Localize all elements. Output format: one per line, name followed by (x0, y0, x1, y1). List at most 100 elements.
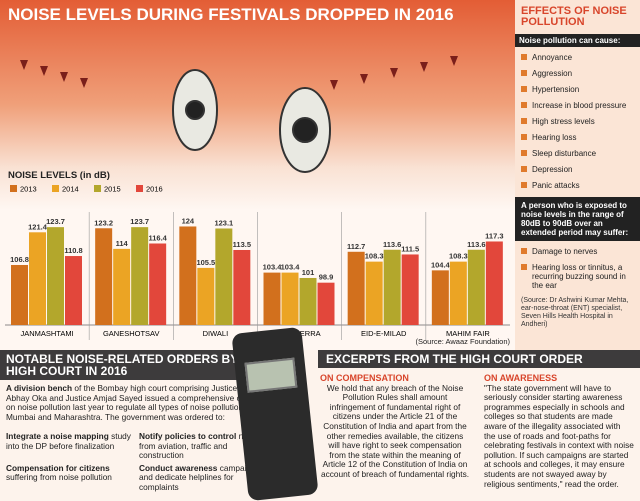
chart: NOISE LEVELS DURING FESTIVALS DROPPED IN… (5, 5, 510, 346)
bar (485, 241, 503, 325)
legend-label: 2014 (62, 185, 79, 194)
legend-label: 2013 (20, 185, 37, 194)
sidebar-subtitle: Noise pollution can cause: (515, 34, 640, 47)
bar (233, 249, 251, 325)
legend-swatch (136, 185, 143, 192)
order-text: study into the DP before finalization (6, 431, 131, 451)
effect-item: Annoyance (521, 53, 634, 62)
bar (215, 228, 233, 325)
chart-subtitle: NOISE LEVELS (in dB) (8, 170, 110, 181)
chart-title: NOISE LEVELS DURING FESTIVALS DROPPED IN… (8, 5, 454, 24)
value-label: 110.8 (64, 246, 82, 255)
value-label: 104.4 (431, 260, 451, 269)
legend-swatch (52, 185, 59, 192)
value-label: 117.3 (485, 231, 503, 240)
awareness-text: "The state government will have to serio… (484, 382, 634, 489)
value-label: 123.7 (130, 217, 149, 226)
legend-label: 2016 (146, 185, 163, 194)
compensation-text: We hold that any breach of the Noise Pol… (320, 382, 470, 479)
x-tick-label: MAHIM FAIR (446, 329, 490, 338)
bar (65, 256, 82, 325)
sidebar-source: (Source: Dr Ashwini Kumar Mehta, ear-nos… (521, 297, 629, 328)
bar (317, 282, 335, 325)
orders-intro: A division bench of the Bombay high cour… (6, 383, 256, 422)
value-label: 105.5 (196, 258, 215, 267)
sidebar-box: A person who is exposed to noise levels … (515, 197, 640, 241)
effect-item: Hearing loss (521, 133, 634, 142)
loudspeakers (172, 69, 331, 173)
legend-swatch (94, 185, 101, 192)
bar (197, 267, 215, 325)
compensation-heading: ON COMPENSATION (320, 373, 409, 383)
awareness: ON AWARENESS "The state government will h… (484, 373, 634, 489)
effect-item: Sleep disturbance (521, 149, 634, 158)
bar (29, 232, 46, 325)
order-item: Conduct awareness campaigns and dedicate… (139, 462, 264, 493)
bunting (20, 56, 458, 90)
bar (47, 227, 64, 325)
order-item: Integrate a noise mapping study into the… (6, 431, 131, 461)
bar (263, 272, 281, 325)
orders-list: Integrate a noise mapping study into the… (6, 431, 266, 493)
bar (113, 248, 131, 325)
value-label: 108.3 (365, 252, 384, 261)
order-bold: Compensation for citizens (6, 462, 110, 473)
bar (149, 243, 167, 325)
value-label: 123.1 (214, 218, 233, 227)
bar (11, 264, 28, 325)
bar (299, 277, 317, 325)
x-tick-label: JANMASHTAMI (20, 329, 73, 338)
order-bold: Integrate a noise mapping (6, 431, 109, 441)
value-label: 123.2 (94, 218, 113, 227)
bar (401, 254, 419, 325)
excerpts-title: EXCERPTS FROM THE HIGH COURT ORDER (318, 350, 640, 368)
value-label: 106.8 (10, 255, 29, 264)
legend-swatch (10, 185, 17, 192)
sidebar: EFFECTS OF NOISE POLLUTION Noise polluti… (515, 0, 640, 350)
effects-list: Annoyance Aggression Hypertension Increase … (521, 53, 634, 190)
value-label: 103.4 (263, 263, 283, 272)
sidebar-title: EFFECTS OF NOISE POLLUTION (521, 5, 627, 28)
effect-item: High stress levels (521, 117, 634, 126)
order-text: campaigns and dedicate helplines for com… (139, 462, 260, 492)
meter-screen (244, 357, 298, 393)
value-label: 111.5 (401, 244, 419, 253)
value-label: 112.7 (347, 242, 365, 251)
effect-item: Aggression (521, 69, 634, 78)
effect-item: Depression (521, 165, 634, 174)
order-bold: Notify policies to control (139, 431, 237, 441)
bar (449, 261, 467, 325)
value-label: 103.4 (281, 263, 301, 272)
value-label: 108.3 (449, 252, 468, 261)
x-tick-label: EID-E-MILAD (361, 329, 407, 338)
value-label: 113.6 (383, 240, 401, 249)
bar (95, 228, 113, 325)
value-label: 98.9 (319, 273, 334, 282)
bar (365, 261, 383, 325)
compensation: ON COMPENSATION We hold that any breach o… (320, 373, 470, 480)
bar (281, 272, 299, 325)
value-label: 124 (182, 216, 195, 225)
value-label: 123.7 (46, 217, 65, 226)
effect-item: Hypertension (521, 85, 634, 94)
order-bold: Conduct awareness (139, 462, 218, 473)
bar (179, 226, 197, 325)
value-label: 113.6 (467, 240, 485, 249)
value-label: 113.5 (233, 240, 251, 249)
suffer-item: Damage to nerves (521, 247, 634, 256)
bar (347, 251, 365, 325)
chart-source: (Source: Awaaz Foundation) (415, 337, 510, 346)
effect-item: Panic attacks (521, 181, 634, 190)
legend-label: 2015 (104, 185, 121, 194)
suffer-list: Damage to nerves Hearing loss or tinnitus… (521, 247, 634, 290)
bar (431, 270, 449, 325)
order-text: suffering from noise pollution (6, 472, 112, 483)
suffer-item: Hearing loss or tinnitus, a recurring bu… (521, 263, 634, 290)
value-label: 121.4 (28, 222, 48, 231)
value-label: 116.4 (148, 233, 167, 242)
bar (131, 227, 149, 325)
orders-text: of the Bombay high court comprising Just… (6, 383, 256, 422)
x-tick-label: GANESHOTSAV (103, 329, 160, 338)
value-label: 114 (116, 239, 129, 248)
effect-item: Increase in blood pressure (521, 101, 634, 110)
